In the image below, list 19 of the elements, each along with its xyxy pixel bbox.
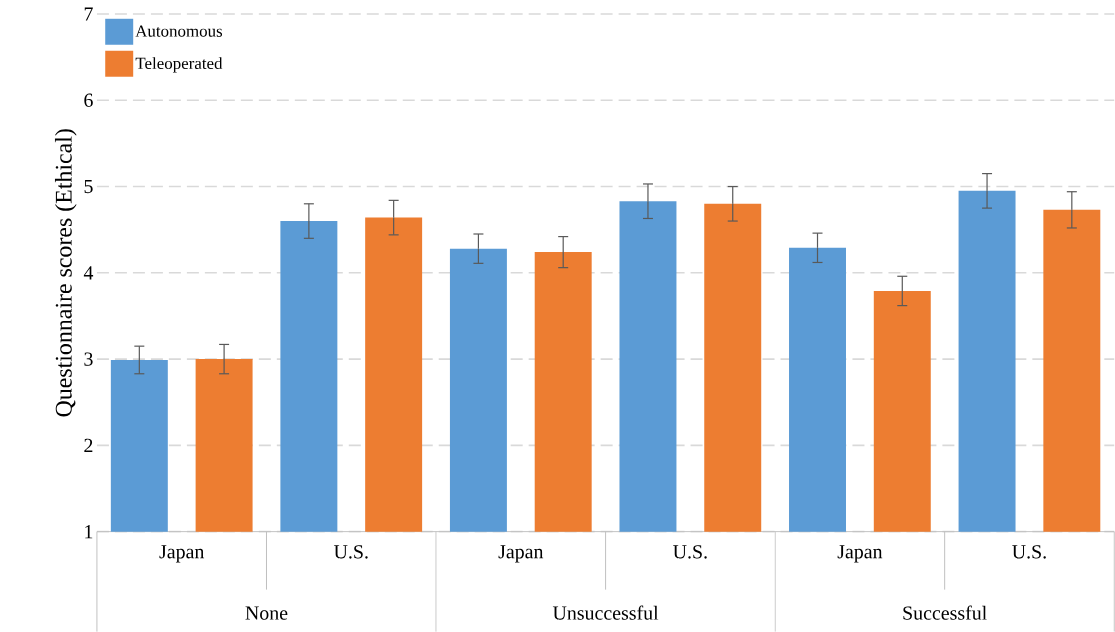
x-tick-label: Japan xyxy=(837,545,883,563)
x-tick-label: U.S. xyxy=(333,545,368,559)
x-tick-label: U.S. xyxy=(1012,545,1046,559)
x-tick-label: Japan xyxy=(498,545,544,563)
legend-label: Teleoperated xyxy=(135,57,223,73)
text: Successful xyxy=(903,605,987,620)
x-tick-label: U.S. xyxy=(673,545,707,559)
y-axis-title: Questionnaire scores (Ethical) xyxy=(54,129,77,417)
y-tick-label: 4 xyxy=(83,266,94,280)
y-tick-label: 2 xyxy=(84,438,93,452)
text: None xyxy=(245,606,288,620)
x-tick-label: Japan xyxy=(159,545,205,563)
y-tick-label: 6 xyxy=(84,93,93,107)
y-tick-label: 7 xyxy=(84,7,93,21)
text: Unsuccessful xyxy=(552,605,659,620)
y-tick-label: 3 xyxy=(84,352,93,366)
legend-label: Autonomous xyxy=(135,25,223,37)
y-tick-label: 1 xyxy=(85,525,93,539)
y-tick-label: 5 xyxy=(84,179,93,194)
